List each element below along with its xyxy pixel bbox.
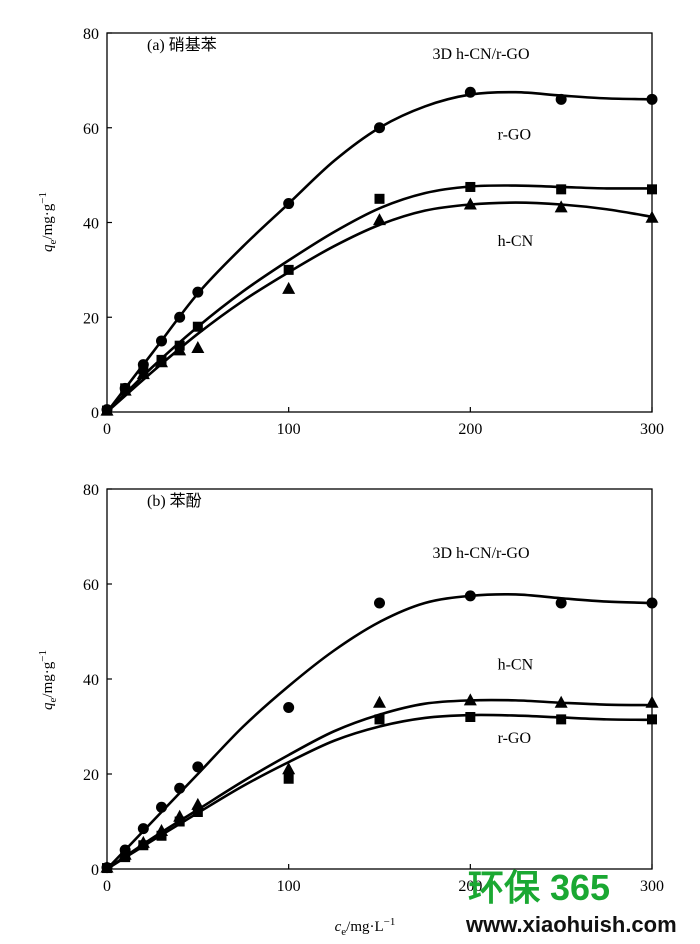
panel-b-plot-frame: [106, 488, 653, 870]
panel-a-y-tick-label: 60: [83, 121, 99, 138]
panel-a-point-3d-h-cn-r-go: [283, 198, 295, 210]
panel-b-point-r-go: [192, 807, 203, 817]
panel-b-point-3d-h-cn-r-go: [137, 823, 149, 835]
panel-a-x-tick-label: 0: [103, 421, 111, 438]
panel-a-point-3d-h-cn-r-go: [192, 286, 204, 298]
panel-a-fit-curve-3d-h-cn-r-go: [105, 90, 653, 413]
panel-b-point-h-cn: [554, 695, 568, 708]
panel-b-point-h-cn: [645, 695, 659, 708]
panel-a-point-r-go: [192, 321, 203, 332]
panel-b-label: (b) 苯酚: [147, 492, 202, 510]
panel-b-point-r-go: [556, 714, 567, 725]
panel-a-point-3d-h-cn-r-go: [464, 86, 476, 98]
panel-b-x-tick-label: 200: [458, 878, 482, 895]
panel-b-point-3d-h-cn-r-go: [174, 782, 186, 794]
panel-a-point-h-cn: [118, 383, 132, 396]
panel-a-point-r-go: [556, 184, 567, 195]
panel-a-point-h-cn: [282, 281, 296, 294]
panel-a-point-r-go: [374, 193, 385, 204]
panel-b-x-axis-label: ce/mg·L−1: [335, 916, 396, 938]
panel-a-x-tick-label: 300: [640, 421, 664, 438]
panel-b-point-h-cn: [191, 797, 205, 810]
panel-b: (b) 苯酚 qe/mg·g−1 ce/mg·L−1 0 20 40 60 80 0 100…: [37, 482, 664, 938]
panel-a-point-3d-h-cn-r-go: [174, 311, 186, 323]
panel-b-y-tick-label: 80: [83, 482, 99, 499]
panel-a-point-h-cn: [554, 200, 568, 213]
watermark-brand: 环保 365: [468, 867, 610, 908]
panel-a-label-r-go: r-GO: [498, 127, 531, 144]
panel-b-x-tick-label: 100: [277, 878, 301, 895]
panel-b-point-r-go: [138, 840, 149, 851]
panel-b-point-r-go: [465, 712, 476, 722]
panel-b-label-h-cn: h-CN: [498, 657, 534, 674]
panel-a-label-3d-h-cn-r-go: 3D h-CN/r-GO: [433, 46, 530, 63]
panel-a-point-h-cn: [191, 341, 205, 354]
panel-a-point-h-cn: [645, 210, 659, 223]
panel-b-point-r-go: [374, 714, 385, 725]
panel-b-point-3d-h-cn-r-go: [192, 761, 204, 773]
panel-b-y-tick-label: 20: [83, 767, 99, 784]
svg-text:qe/mg·g−1: qe/mg·g−1: [37, 192, 59, 252]
panel-a-point-h-cn: [173, 343, 187, 356]
panel-b-point-3d-h-cn-r-go: [156, 801, 167, 813]
panel-b-label-r-go: r-GO: [498, 730, 531, 747]
panel-a-point-h-cn: [100, 403, 114, 416]
panel-b-x-tick-label: 300: [640, 878, 664, 895]
panel-b-y-axis-label: qe/mg·g−1: [37, 650, 59, 710]
watermark-url: www.xiaohuish.com: [465, 912, 677, 937]
panel-a-y-tick-label: 20: [83, 310, 99, 327]
panel-a-point-3d-h-cn-r-go: [555, 93, 567, 105]
panel-a-point-r-go: [283, 264, 294, 275]
panel-a-point-h-cn: [463, 197, 477, 210]
svg-text:qe/mg·g−1: qe/mg·g−1: [37, 650, 59, 710]
panel-a-y-axis-label: qe/mg·g−1: [37, 192, 59, 252]
panel-b-point-r-go: [102, 863, 112, 874]
panel-a-point-h-cn: [155, 355, 168, 368]
panel-a-point-3d-h-cn-r-go: [374, 122, 385, 134]
panel-b-label-3d-h-cn-r-go: 3D h-CN/r-GO: [433, 545, 530, 562]
panel-a-point-r-go: [465, 181, 476, 192]
panel-b-fit-curve-r-go: [106, 713, 653, 871]
panel-b-point-h-cn: [463, 693, 477, 706]
panel-b-fit-curve-3d-h-cn-r-go: [106, 593, 653, 870]
panel-a-y-tick-label: 80: [83, 26, 99, 43]
panel-b-y-tick-label: 60: [83, 577, 99, 594]
panel-b-point-3d-h-cn-r-go: [555, 597, 567, 609]
panel-a-label-h-cn: h-CN: [498, 233, 534, 250]
panel-b-point-r-go: [174, 816, 185, 827]
panel-b-point-3d-h-cn-r-go: [464, 590, 476, 602]
panel-a-y-tick-label: 0: [91, 405, 99, 422]
watermark-logo: 环保 365 www.xiaohuish.com: [465, 867, 677, 937]
panel-b-x-tick-label: 0: [103, 878, 111, 895]
panel-a-label: (a) 硝基苯: [147, 36, 217, 54]
panel-a-point-3d-h-cn-r-go: [646, 93, 658, 105]
panel-b-point-r-go: [647, 714, 657, 725]
panel-b-point-h-cn: [373, 695, 386, 708]
panel-b-point-3d-h-cn-r-go: [374, 597, 385, 609]
panel-a-point-r-go: [647, 184, 657, 195]
panel-b-point-r-go: [156, 830, 167, 841]
panel-b-y-tick-label: 40: [83, 672, 99, 689]
panel-b-point-h-cn: [282, 762, 296, 775]
panel-b-point-r-go: [120, 852, 131, 863]
panel-a-fit-curve-h-cn: [106, 201, 653, 413]
panel-a-x-tick-label: 200: [458, 421, 482, 438]
panel-b-point-3d-h-cn-r-go: [283, 702, 295, 713]
panel-a: (a) 硝基苯 qe/mg·g−1 0 20 40 60 80 0 100 200 300 3D …: [37, 26, 664, 438]
panel-a-x-tick-label: 100: [277, 421, 301, 438]
panel-a-point-h-cn: [136, 367, 150, 380]
panel-b-point-r-go: [283, 773, 294, 784]
panel-a-point-3d-h-cn-r-go: [156, 335, 167, 347]
panel-b-point-3d-h-cn-r-go: [646, 597, 658, 609]
panel-b-y-tick-label: 0: [91, 862, 99, 879]
panel-a-point-h-cn: [373, 213, 386, 226]
panel-a-y-tick-label: 40: [83, 216, 99, 233]
